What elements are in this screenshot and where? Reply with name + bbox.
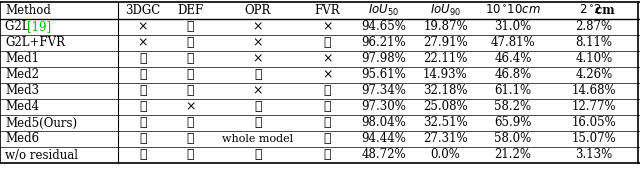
Text: ✓: ✓ bbox=[254, 148, 262, 162]
Text: ×: × bbox=[138, 36, 148, 50]
Text: ✓: ✓ bbox=[324, 116, 332, 130]
Text: 4.26%: 4.26% bbox=[575, 68, 612, 82]
Text: 94.65%: 94.65% bbox=[361, 20, 406, 34]
Text: ✓: ✓ bbox=[187, 132, 195, 146]
Text: ✓: ✓ bbox=[324, 36, 332, 50]
Text: 94.44%: 94.44% bbox=[361, 132, 406, 146]
Text: 31.0%: 31.0% bbox=[494, 20, 532, 34]
Text: 95.61%: 95.61% bbox=[361, 68, 406, 82]
Text: 8.11%: 8.11% bbox=[575, 36, 612, 50]
Text: cm: cm bbox=[591, 4, 615, 17]
Text: 58.2%: 58.2% bbox=[495, 100, 532, 114]
Text: OPR: OPR bbox=[245, 4, 271, 17]
Text: 19.87%: 19.87% bbox=[423, 20, 468, 34]
Text: Method: Method bbox=[5, 4, 51, 17]
Text: ✓: ✓ bbox=[324, 84, 332, 98]
Text: ×: × bbox=[323, 52, 333, 66]
Text: $10^\circ\!10cm$: $10^\circ\!10cm$ bbox=[485, 4, 541, 17]
Text: 97.98%: 97.98% bbox=[361, 52, 406, 66]
Text: 47.81%: 47.81% bbox=[491, 36, 535, 50]
Text: $\mathit{IoU}_{90}$: $\mathit{IoU}_{90}$ bbox=[430, 3, 461, 18]
Text: ✓: ✓ bbox=[140, 100, 147, 114]
Text: ✓: ✓ bbox=[140, 148, 147, 162]
Text: G2L: G2L bbox=[5, 20, 33, 34]
Text: 14.68%: 14.68% bbox=[572, 84, 616, 98]
Text: 46.8%: 46.8% bbox=[494, 68, 532, 82]
Text: ✓: ✓ bbox=[254, 116, 262, 130]
Text: 2.87%: 2.87% bbox=[575, 20, 612, 34]
Text: ✓: ✓ bbox=[140, 84, 147, 98]
Text: ✓: ✓ bbox=[187, 84, 195, 98]
Text: Med5(Ours): Med5(Ours) bbox=[5, 116, 77, 130]
Text: 27.31%: 27.31% bbox=[423, 132, 468, 146]
Text: ✓: ✓ bbox=[140, 52, 147, 66]
Text: G2L+FVR: G2L+FVR bbox=[5, 36, 65, 50]
Text: ×: × bbox=[253, 36, 263, 50]
Text: Med4: Med4 bbox=[5, 100, 39, 114]
Text: ✓: ✓ bbox=[140, 132, 147, 146]
Text: 16.05%: 16.05% bbox=[572, 116, 616, 130]
Text: $\mathit{IoU}_{50}$: $\mathit{IoU}_{50}$ bbox=[368, 3, 399, 18]
Text: ×: × bbox=[253, 84, 263, 98]
Text: 21.2%: 21.2% bbox=[495, 148, 531, 162]
Text: 58.0%: 58.0% bbox=[494, 132, 532, 146]
Text: ×: × bbox=[138, 20, 148, 34]
Text: ×: × bbox=[253, 20, 263, 34]
Text: 14.93%: 14.93% bbox=[423, 68, 468, 82]
Text: 65.9%: 65.9% bbox=[494, 116, 532, 130]
Text: 12.77%: 12.77% bbox=[572, 100, 616, 114]
Text: ✓: ✓ bbox=[187, 148, 195, 162]
Text: whole model: whole model bbox=[223, 134, 294, 144]
Text: ✓: ✓ bbox=[187, 36, 195, 50]
Text: 27.91%: 27.91% bbox=[423, 36, 468, 50]
Text: Med3: Med3 bbox=[5, 84, 39, 98]
Text: Med1: Med1 bbox=[5, 52, 39, 66]
Text: ×: × bbox=[323, 68, 333, 82]
Text: 0.0%: 0.0% bbox=[431, 148, 460, 162]
Text: ✓: ✓ bbox=[324, 132, 332, 146]
Text: 4.10%: 4.10% bbox=[575, 52, 612, 66]
Text: ✓: ✓ bbox=[324, 148, 332, 162]
Text: 3DGC: 3DGC bbox=[125, 4, 161, 17]
Text: ✓: ✓ bbox=[187, 52, 195, 66]
Text: Med2: Med2 bbox=[5, 68, 39, 82]
Text: ✓: ✓ bbox=[324, 100, 332, 114]
Text: [19]: [19] bbox=[27, 20, 51, 34]
Text: 25.08%: 25.08% bbox=[423, 100, 468, 114]
Text: ✓: ✓ bbox=[254, 100, 262, 114]
Text: ✓: ✓ bbox=[187, 20, 195, 34]
Text: 46.4%: 46.4% bbox=[494, 52, 532, 66]
Text: 22.11%: 22.11% bbox=[423, 52, 468, 66]
Text: 3.13%: 3.13% bbox=[575, 148, 612, 162]
Text: ×: × bbox=[185, 100, 196, 114]
Text: 61.1%: 61.1% bbox=[495, 84, 532, 98]
Text: ✓: ✓ bbox=[140, 116, 147, 130]
Text: ✓: ✓ bbox=[254, 68, 262, 82]
Text: 97.30%: 97.30% bbox=[361, 100, 406, 114]
Text: 48.72%: 48.72% bbox=[361, 148, 406, 162]
Text: Med6: Med6 bbox=[5, 132, 39, 146]
Text: w/o residual: w/o residual bbox=[5, 148, 78, 162]
Text: ✓: ✓ bbox=[140, 68, 147, 82]
Text: 32.18%: 32.18% bbox=[423, 84, 468, 98]
Text: 97.34%: 97.34% bbox=[361, 84, 406, 98]
Text: DEF: DEF bbox=[177, 4, 204, 17]
Text: 98.04%: 98.04% bbox=[361, 116, 406, 130]
Text: ×: × bbox=[323, 20, 333, 34]
Text: 96.21%: 96.21% bbox=[361, 36, 406, 50]
Text: ×: × bbox=[253, 52, 263, 66]
Text: $2^\circ\!2$: $2^\circ\!2$ bbox=[579, 4, 602, 17]
Text: ✓: ✓ bbox=[187, 116, 195, 130]
Text: FVR: FVR bbox=[315, 4, 340, 17]
Text: 32.51%: 32.51% bbox=[423, 116, 468, 130]
Text: ✓: ✓ bbox=[187, 68, 195, 82]
Text: 15.07%: 15.07% bbox=[572, 132, 616, 146]
